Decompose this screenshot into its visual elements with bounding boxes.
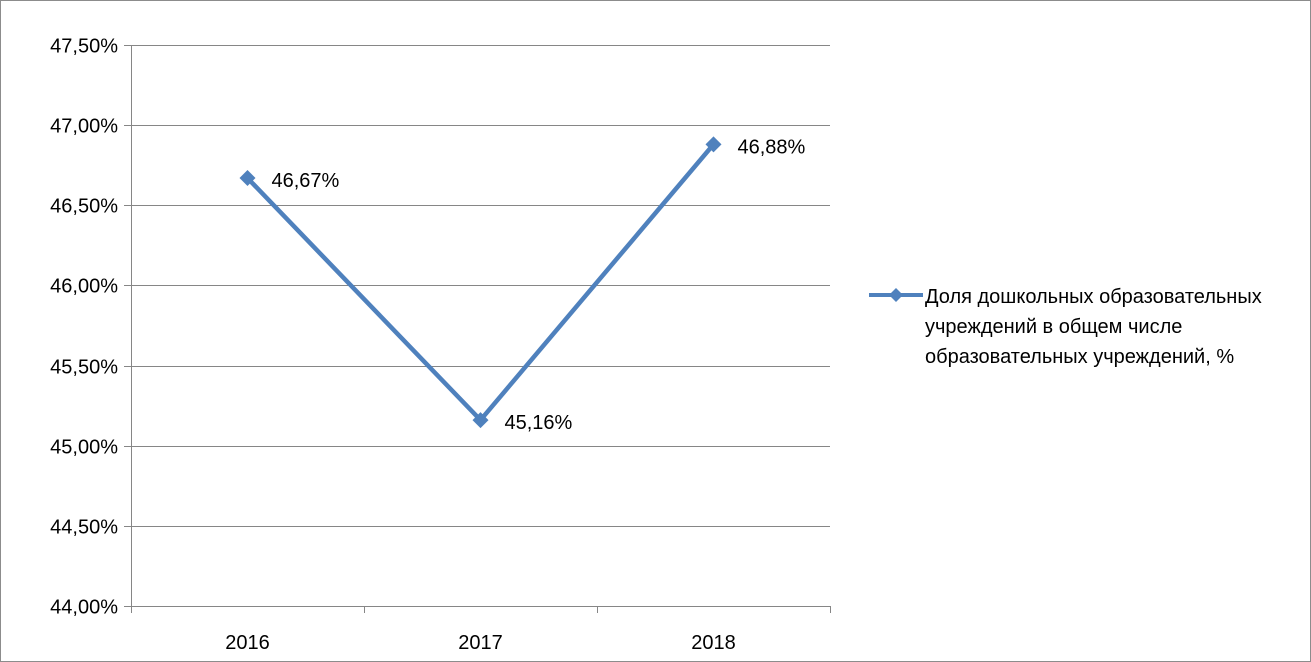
- y-axis-tick-label: 45,50%: [50, 357, 118, 379]
- x-axis-tick-label: 2018: [691, 632, 736, 654]
- y-axis-tick-label: 47,50%: [50, 36, 118, 58]
- y-axis-tick-label: 46,00%: [50, 276, 118, 298]
- data-point-marker: [705, 136, 722, 153]
- y-axis-tick-label: 44,50%: [50, 517, 118, 539]
- legend-entry-label: Доля дошкольных образовательных учрежден…: [925, 286, 1262, 368]
- data-label: 46,67%: [272, 170, 340, 192]
- data-label: 45,16%: [505, 412, 573, 434]
- y-axis-tick-label: 45,00%: [50, 437, 118, 459]
- x-axis-tick-labels: 2016 2017 2018: [225, 632, 736, 654]
- y-axis-tick-label: 44,00%: [50, 597, 118, 619]
- y-axis-tick-label: 46,50%: [50, 196, 118, 218]
- axes: [124, 45, 831, 613]
- data-point-marker: [239, 170, 256, 187]
- data-label: 46,88%: [738, 136, 806, 158]
- y-axis-tick-labels: 44,00% 44,50% 45,00% 45,50% 46,00% 46,50% 47,0…: [50, 36, 118, 619]
- legend-swatch: [869, 288, 923, 302]
- legend: Доля дошкольных образовательных учрежден…: [867, 285, 1307, 372]
- data-labels: 46,67% 45,16% 46,88%: [272, 136, 806, 434]
- data-point-marker: [472, 412, 489, 429]
- y-axis-tick-label: 47,00%: [50, 116, 118, 138]
- x-axis-tick-label: 2016: [225, 632, 270, 654]
- series-layer: [239, 136, 722, 429]
- gridlines: [131, 45, 830, 527]
- x-axis-tick-label: 2017: [458, 632, 503, 654]
